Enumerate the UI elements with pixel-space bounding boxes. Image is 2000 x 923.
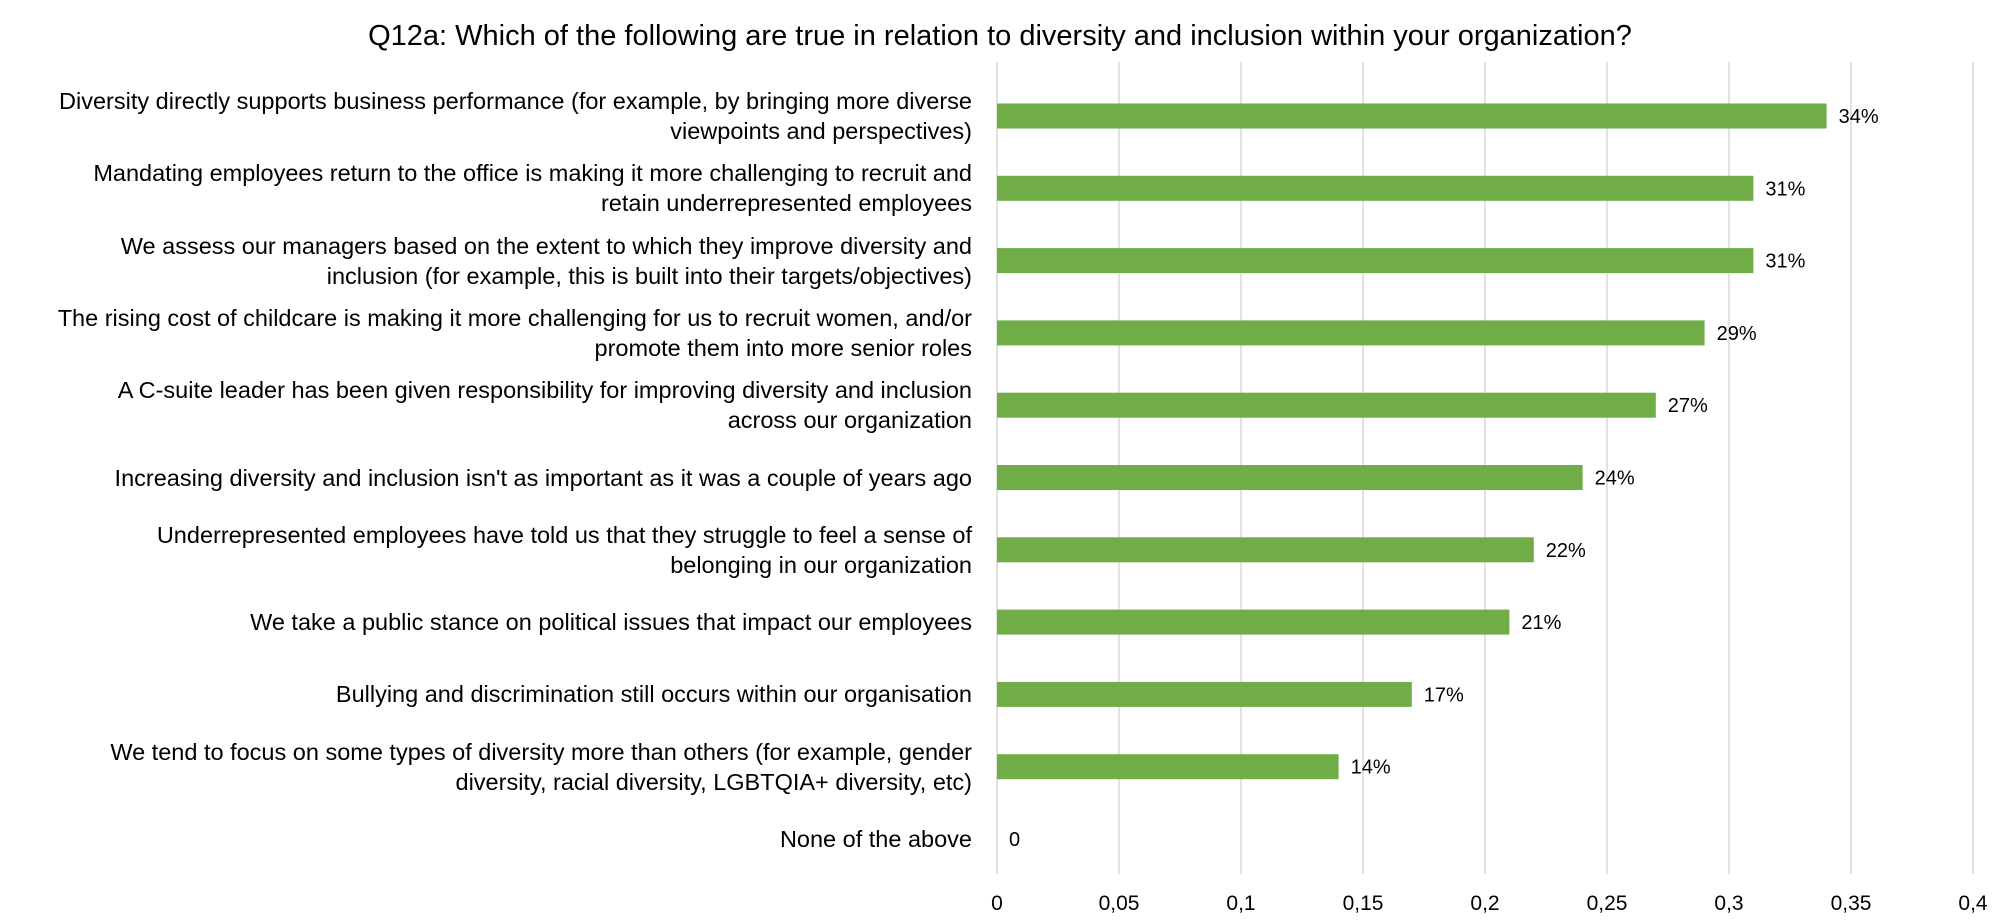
category-label: A C-suite leader has been given responsi… [0, 375, 972, 435]
data-label: 34% [1839, 106, 1879, 128]
data-label: 24% [1595, 468, 1635, 490]
data-label: 17% [1424, 684, 1464, 706]
bar [997, 103, 1827, 129]
category-label-line: Mandating employees return to the office… [93, 160, 972, 187]
x-tick-label: 0,15 [1343, 892, 1384, 915]
chart-title: Q12a: Which of the following are true in… [368, 20, 1632, 52]
category-label-line: Diversity directly supports business per… [59, 88, 972, 114]
data-label: 31% [1765, 251, 1805, 273]
category-label-line: We take a public stance on political iss… [250, 609, 972, 636]
data-label: 22% [1546, 540, 1586, 562]
category-label-line: inclusion (for example, this is built in… [326, 262, 972, 289]
category-label-line: promote them into more senior roles [594, 334, 972, 361]
x-tick-label: 0,4 [1958, 892, 1988, 915]
category-label: Bullying and discrimination still occurs… [0, 679, 972, 709]
x-tick-label: 0,3 [1714, 892, 1743, 915]
x-tick-label: 0,2 [1470, 892, 1499, 915]
bar [997, 465, 1583, 490]
category-label-line: across our organization [727, 407, 972, 434]
category-label-line: diversity, racial diversity, LGBTQIA+ di… [455, 768, 972, 795]
bar [997, 681, 1412, 707]
category-label: Underrepresented employees have told us … [0, 520, 972, 580]
data-label: 31% [1765, 178, 1805, 200]
category-label-line: belonging in our organization [670, 551, 972, 578]
category-label-line: Increasing diversity and inclusion isn't… [114, 464, 972, 491]
category-label: None of the above [0, 824, 972, 854]
category-label-line: retain underrepresented employees [600, 190, 972, 217]
category-label-line: Underrepresented employees have told us … [156, 521, 972, 548]
bar [997, 320, 1705, 346]
category-label: Increasing diversity and inclusion isn't… [0, 463, 972, 493]
x-tick-label: 0,25 [1587, 892, 1628, 915]
x-tick-label: 0,1 [1226, 892, 1255, 915]
data-label: 0 [1009, 829, 1020, 851]
category-label: We assess our managers based on the exte… [0, 231, 972, 291]
data-label: 27% [1668, 395, 1708, 417]
data-label: 21% [1521, 612, 1561, 634]
category-label-line: A C-suite leader has been given responsi… [117, 377, 972, 404]
bar [997, 175, 1754, 201]
bar [997, 537, 1534, 563]
category-label-line: viewpoints and perspectives) [670, 118, 972, 144]
bar [997, 392, 1656, 418]
data-label: 14% [1351, 757, 1391, 779]
category-label-line: None of the above [779, 826, 972, 852]
category-label: We take a public stance on political iss… [0, 607, 972, 637]
category-label-line: Bullying and discrimination still occurs… [335, 681, 972, 708]
category-label: Diversity directly supports business per… [0, 86, 972, 146]
category-label: Mandating employees return to the office… [0, 158, 972, 218]
category-label-line: We tend to focus on some types of divers… [110, 738, 972, 765]
category-label-line: We assess our managers based on the exte… [120, 232, 972, 259]
x-tick-label: 0,35 [1831, 892, 1872, 915]
category-label: The rising cost of childcare is making i… [0, 303, 972, 363]
bar [997, 248, 1754, 274]
bar [997, 609, 1510, 635]
x-tick-label: 0 [991, 892, 1003, 915]
category-label-line: The rising cost of childcare is making i… [57, 304, 972, 331]
category-label: We tend to focus on some types of divers… [0, 737, 972, 797]
data-label: 29% [1717, 323, 1757, 345]
x-tick-label: 0,05 [1099, 892, 1140, 915]
bar [997, 754, 1339, 780]
